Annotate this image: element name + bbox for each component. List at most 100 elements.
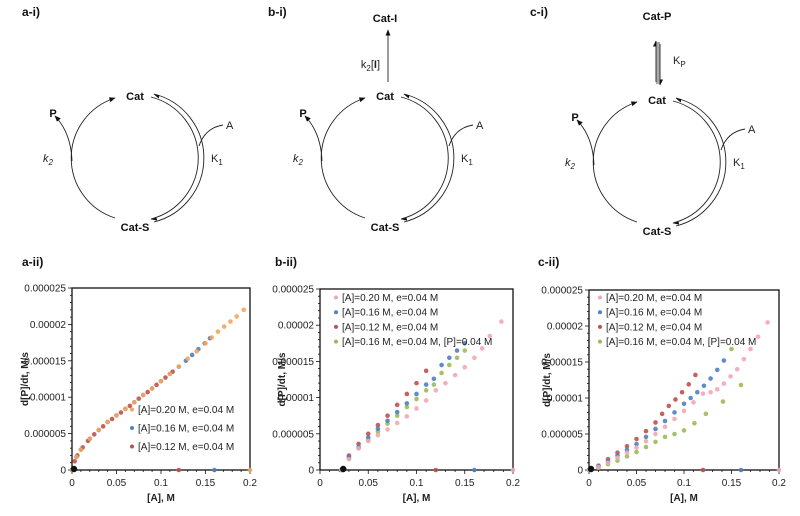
data-point — [755, 334, 761, 340]
data-point — [404, 391, 410, 397]
rate-k2-symbol: k — [565, 157, 571, 169]
y-tick-label: 0.00001 — [278, 393, 315, 404]
data-point — [78, 447, 84, 452]
data-point — [385, 418, 390, 424]
origin-cluster — [587, 465, 595, 473]
data-point — [439, 370, 444, 376]
data-point — [738, 382, 744, 388]
x-axis-label: [A], M — [403, 493, 431, 504]
constant-k1-subscript: 1 — [740, 162, 745, 171]
inhibitor-species: I — [374, 59, 377, 71]
cycle-arrow-left — [70, 97, 116, 219]
species-p: P — [49, 108, 56, 120]
data-point — [176, 364, 182, 369]
constant-kp: KP — [673, 55, 686, 69]
rate-k2-subscript: 2 — [570, 162, 576, 171]
constant-k1-symbol: K — [461, 153, 469, 165]
panel-label: b-ii) — [275, 255, 297, 269]
chart-c-ii: c-ii) 0 0.000005 0.00001 0.000015 0.00002 0.00… — [538, 255, 786, 504]
equilibrium-arrow-reverse — [153, 93, 205, 223]
data-point — [634, 436, 639, 442]
data-point — [653, 426, 658, 432]
data-point — [145, 389, 150, 395]
data-point — [74, 454, 79, 460]
x-tick-label: 0.1 — [410, 478, 424, 489]
series-points — [69, 307, 253, 473]
data-point — [423, 388, 429, 393]
legend-marker — [598, 324, 602, 329]
substrate-entry-arrow — [198, 124, 224, 147]
data-point — [154, 382, 159, 388]
data-point — [203, 341, 208, 346]
data-point — [662, 434, 668, 440]
y-tick-label: 0.00002 — [547, 322, 584, 333]
x-tick-label: 0 — [69, 478, 75, 489]
x-axis-label: [A], M — [670, 493, 698, 504]
panel-label-c-i: c-i) — [530, 5, 548, 19]
data-point — [708, 389, 713, 395]
catalytic-cycle-b: Cat Cat-S Cat-I P A k2 K1 k2[I] — [293, 13, 484, 234]
data-point — [404, 414, 410, 419]
legend-marker — [598, 295, 602, 300]
legend-marker — [334, 295, 338, 300]
data-point — [414, 380, 419, 386]
data-point — [714, 367, 720, 373]
data-point — [510, 467, 516, 473]
species-a: A — [226, 120, 234, 132]
data-point — [692, 420, 697, 426]
data-point — [673, 397, 678, 402]
data-point — [615, 455, 620, 461]
data-point — [127, 403, 133, 409]
rate-k2-symbol: k — [293, 153, 299, 165]
origin-cluster — [70, 465, 78, 473]
inhibition-bracket-open: [ — [371, 59, 374, 71]
data-point — [728, 374, 733, 379]
data-point — [87, 436, 93, 441]
x-tick-label: 0.2 — [506, 478, 520, 489]
data-point — [100, 424, 106, 429]
rate-k2-subscript: 2 — [48, 158, 54, 167]
data-point — [624, 454, 630, 459]
data-point — [700, 391, 706, 396]
x-tick-label: 0.1 — [154, 478, 168, 489]
data-point — [447, 355, 452, 361]
data-point — [118, 410, 124, 415]
inhibition-bracket-close: ] — [377, 59, 380, 71]
constant-k1: K1 — [211, 153, 223, 167]
data-point — [691, 400, 696, 405]
series-points — [586, 372, 706, 473]
data-point — [209, 335, 215, 340]
data-point — [643, 444, 649, 450]
substrate-entry-arrow — [720, 128, 746, 151]
data-point — [462, 341, 468, 346]
data-point — [149, 386, 155, 391]
data-point — [653, 439, 658, 445]
rate-k2: k2 — [43, 153, 54, 167]
y-axis-label: d[P]/dt, M/s — [277, 352, 288, 406]
catalytic-cycle-a: Cat Cat-S P A k2 K1 — [43, 91, 234, 234]
data-point — [443, 380, 448, 386]
equilibrium-arrow-forward — [150, 96, 199, 221]
y-tick-label: 0 — [308, 466, 314, 477]
data-point — [487, 333, 493, 339]
y-tick-label: 0 — [60, 466, 66, 477]
rate-k2-subscript: 2 — [298, 158, 304, 167]
data-point — [472, 467, 477, 473]
data-point — [394, 420, 400, 426]
legend-entry: [A]=0.16 M, e=0.04 M, [P]=0.04 M — [606, 337, 756, 348]
data-point — [734, 366, 740, 372]
data-point — [365, 431, 371, 437]
data-point — [653, 420, 658, 425]
data-point — [356, 445, 361, 451]
data-point — [189, 352, 195, 358]
species-cat-s: Cat-S — [121, 222, 150, 234]
data-point — [215, 329, 221, 334]
y-tick-label: 0.000005 — [24, 429, 66, 440]
species-cat-p: Cat-P — [643, 11, 672, 23]
data-point — [479, 346, 485, 351]
rate-k2-symbol: k — [43, 153, 49, 165]
data-point — [433, 467, 439, 473]
legend-marker — [598, 310, 602, 315]
rate-k2: k2 — [565, 157, 576, 171]
